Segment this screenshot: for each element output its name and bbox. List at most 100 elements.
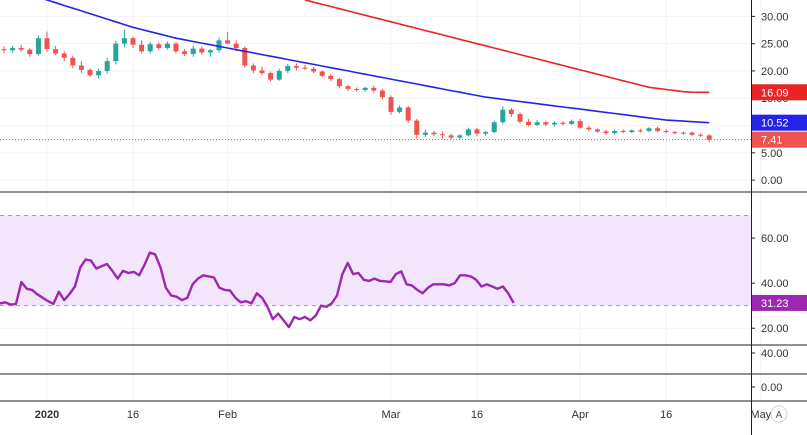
candle-22	[190, 45, 196, 57]
candle-body-41	[354, 88, 360, 91]
candle-66	[569, 119, 575, 125]
auto-scale-button-circle[interactable]	[770, 405, 788, 423]
candle-6	[53, 45, 59, 56]
price-badge-bg-0	[752, 84, 807, 101]
auto-scale-button-label[interactable]: A	[776, 410, 783, 421]
candle-23	[199, 46, 205, 55]
candle-body-35	[302, 67, 308, 69]
price-badge-label-1: 10.52	[761, 118, 789, 130]
candle-48	[414, 118, 420, 139]
candle-14	[121, 29, 127, 48]
time-tick-6: 16	[660, 409, 672, 421]
candle-body-9	[78, 65, 84, 70]
candle-13	[113, 40, 119, 65]
candle-20	[173, 42, 179, 54]
candle-body-73	[629, 130, 635, 133]
price-axis[interactable]: 0.005.0010.0015.0020.0025.0030.0020.0040…	[751, 11, 789, 394]
candle-4	[35, 35, 41, 56]
price-tick-0: 0.00	[761, 175, 782, 187]
candle-body-72	[620, 130, 626, 133]
candle-60	[517, 112, 523, 124]
candle-44	[379, 88, 385, 100]
time-tick-5: Apr	[572, 409, 589, 421]
candle-34	[293, 63, 299, 71]
candle-body-27	[233, 43, 239, 49]
bottom-tick-0: 0.00	[761, 382, 782, 394]
candle-body-46	[397, 107, 403, 112]
candle-body-67	[577, 121, 583, 128]
candle-62	[534, 120, 540, 127]
candle-body-15	[130, 38, 136, 45]
rsi-tick-1: 40.00	[761, 278, 789, 290]
candle-body-81	[698, 134, 704, 136]
price-badge-1: 10.52	[752, 114, 807, 131]
candle-body-77	[663, 130, 669, 133]
candle-61	[526, 118, 532, 127]
candle-body-60	[517, 114, 523, 122]
candle-31	[268, 71, 274, 82]
auto-scale-button[interactable]: A	[770, 405, 788, 423]
candle-40	[345, 84, 351, 92]
time-tick-4: 16	[471, 409, 483, 421]
price-badge-label-2: 7.41	[761, 135, 782, 147]
candle-body-28	[242, 48, 248, 66]
candle-42	[362, 86, 368, 92]
candle-body-78	[672, 132, 678, 134]
candle-body-56	[483, 132, 489, 134]
candle-49	[422, 129, 428, 137]
candle-72	[620, 129, 626, 134]
price-badge-0: 16.09	[752, 84, 807, 101]
candle-body-33	[285, 66, 291, 71]
candle-74	[637, 128, 643, 133]
rsi-tick-2: 60.00	[761, 233, 789, 245]
candle-body-45	[388, 97, 394, 112]
candle-body-69	[594, 129, 600, 132]
candle-73	[629, 129, 635, 134]
candle-body-44	[379, 90, 385, 98]
candle-body-68	[586, 127, 592, 130]
candle-body-18	[156, 44, 162, 49]
ma-fast-line	[44, 0, 710, 124]
candle-35	[302, 64, 308, 70]
candle-body-53	[457, 135, 463, 138]
candle-10	[87, 68, 93, 77]
candle-24	[207, 49, 213, 57]
candle-body-64	[551, 122, 557, 125]
candle-5	[44, 31, 50, 52]
candle-body-14	[121, 38, 127, 44]
candle-body-75	[646, 128, 652, 131]
rsi-line	[0, 251, 515, 329]
candle-43	[371, 85, 377, 93]
candle-59	[508, 108, 514, 117]
candle-body-26	[225, 40, 231, 44]
candle-63	[543, 120, 549, 127]
rsi-band-fill	[0, 215, 751, 306]
candle-body-63	[543, 122, 549, 125]
candle-41	[354, 87, 360, 92]
time-axis[interactable]: 2020 16 Feb Mar 16 Apr 16 May	[35, 409, 772, 421]
moving-average-lines	[0, 0, 751, 141]
candle-68	[586, 126, 592, 131]
candle-body-82	[706, 135, 712, 140]
candle-body-1	[10, 48, 16, 51]
candle-45	[388, 95, 394, 115]
candle-body-32	[276, 70, 282, 80]
candle-body-20	[173, 43, 179, 52]
candle-body-55	[474, 129, 480, 134]
price-badge-bg-1	[752, 114, 807, 131]
price-tick-4: 20.00	[761, 66, 789, 78]
candle-57	[491, 120, 497, 134]
candle-18	[156, 42, 162, 51]
candle-8	[70, 55, 76, 69]
candle-body-25	[216, 40, 222, 51]
candle-body-61	[526, 121, 532, 125]
candle-body-13	[113, 43, 119, 62]
candle-65	[560, 121, 566, 126]
candle-body-24	[207, 50, 213, 53]
rsi-series-line	[0, 251, 515, 329]
candle-78	[672, 130, 678, 135]
candle-33	[285, 63, 291, 74]
candle-3	[27, 48, 33, 57]
